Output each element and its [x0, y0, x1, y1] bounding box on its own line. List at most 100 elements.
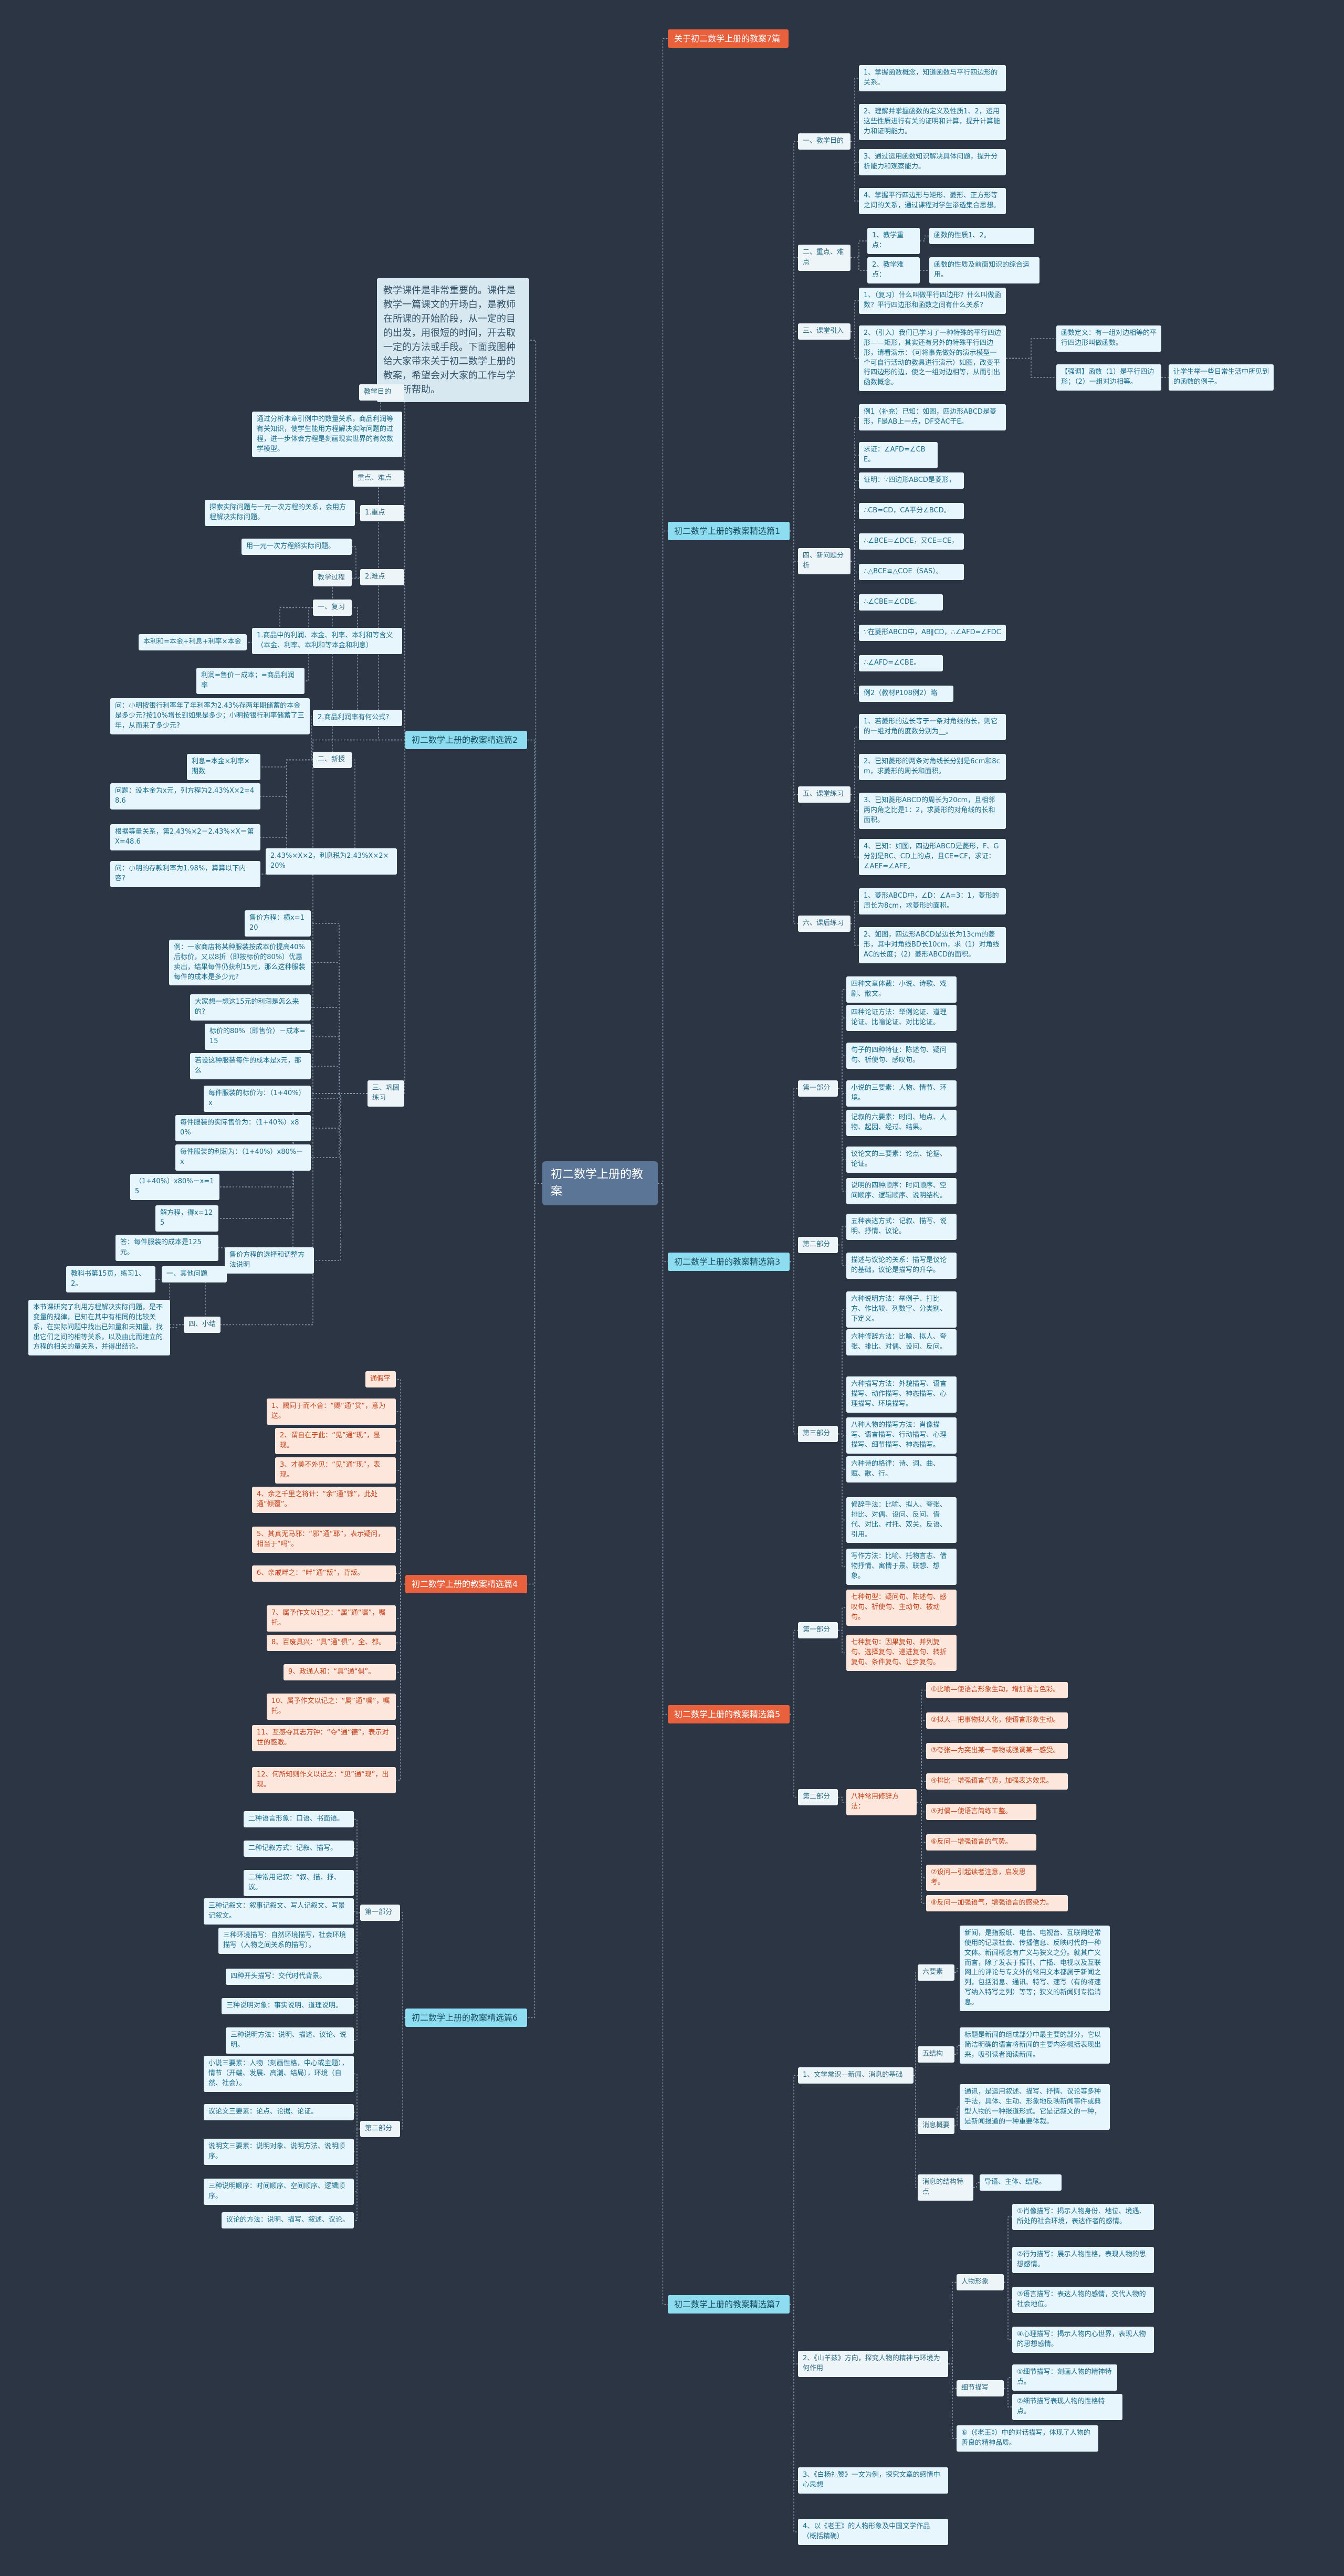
- connector: [838, 1088, 846, 1123]
- l4-item-3: 3、才美不外见：“见”通“现”，表现。: [275, 1457, 396, 1484]
- branch-lesson-5[interactable]: 初二数学上册的教案精选篇5: [668, 1705, 790, 1724]
- l3-part-2[interactable]: 第二部分: [798, 1237, 838, 1253]
- l6-part-2[interactable]: 第二部分: [360, 2121, 400, 2137]
- l5-p2-2: ②拟人—把事物拟人化，使语言形象生动。: [926, 1712, 1068, 1729]
- l4-head[interactable]: 通假字: [365, 1371, 396, 1387]
- l2-key-2[interactable]: 2.难点: [360, 569, 404, 585]
- l4-item-10: 10、属予作文以记之：“属”通“嘱”，嘱托。: [267, 1694, 396, 1720]
- connector: [527, 1183, 542, 2018]
- l6-part-1[interactable]: 第一部分: [360, 1905, 400, 1921]
- connector: [658, 1183, 668, 1715]
- root-node[interactable]: 初二数学上册的教案: [542, 1161, 658, 1205]
- l1-analysis[interactable]: 四、新问题分析: [798, 548, 850, 574]
- connector: [527, 739, 542, 1184]
- connector: [529, 340, 542, 1184]
- branch-lesson-1[interactable]: 初二数学上册的教案精选篇1: [668, 522, 790, 541]
- l7-essay[interactable]: 3、《白杨礼赞》一文为例，探究文章的感情中心思想: [798, 2467, 948, 2494]
- branch-lesson-4[interactable]: 初二数学上册的教案精选篇4: [405, 1575, 527, 1594]
- connector: [838, 1433, 846, 1568]
- l7-portrait[interactable]: 人物形象: [957, 2274, 1004, 2290]
- l5-p2-4: ④排比—增强语言气势，加强表达效果。: [926, 1773, 1068, 1790]
- branch-lesson-3[interactable]: 初二数学上册的教案精选篇3: [668, 1253, 790, 1271]
- l1-intro-stress: 【强调】函数（1）是平行四边形；（2）一组对边相等。: [1056, 364, 1161, 391]
- l5-p2-3: ③夸张—为突出某一事物或强调某一感受。: [926, 1743, 1068, 1759]
- l3-p1-3: 句子的四种特征：陈述句、疑问句、祈使句、感叹句。: [846, 1043, 957, 1069]
- branch-overview[interactable]: 关于初二数学上册的教案7篇: [668, 29, 789, 48]
- l2-key2-text: 用一元一次方程解实际问题。: [242, 539, 352, 555]
- l2-review-3: 利润=售价－成本；=商品利润率: [196, 668, 304, 694]
- connector: [1004, 2281, 1012, 2340]
- connector: [790, 1713, 798, 1798]
- l1-goal-4: 4、掌握平行四边形与矩形、菱形、正方形等之间的关系，通过课程对学生渗透集合思想。: [859, 188, 1006, 214]
- l1-key-1: 1、教学重点：: [867, 228, 920, 254]
- l7-more: ⑥（《老王》）中的对话描写，体现了人物的善良的精神品质。: [957, 2425, 1098, 2452]
- l1-after-1: 1、菱形ABCD中，∠D：∠A=3：1，菱形的周长为8cm，求菱形的面积。: [859, 888, 1006, 914]
- l7-detail-1: ①细节描写：刻画人物的精神特点。: [1012, 2364, 1117, 2391]
- l5-p2-7: ⑦设问—引起读者注意，启发思考。: [926, 1865, 1036, 1891]
- l2-consol-i: 答：每件服装的成本是125元。: [116, 1235, 218, 1261]
- l7-news-summary[interactable]: 消息概要: [918, 2118, 954, 2134]
- connector: [850, 121, 859, 142]
- connector: [1004, 2259, 1012, 2283]
- l7-news-five[interactable]: 五结构: [918, 2046, 954, 2063]
- connector: [404, 739, 405, 1094]
- l2-summary[interactable]: 四、小结: [184, 1317, 220, 1333]
- l2-consol-f: 每件服装的利润为：（1+40%）x80%－x: [175, 1144, 311, 1171]
- l3-part-1[interactable]: 第一部分: [798, 1080, 838, 1097]
- l7-character[interactable]: 2、《山羊兹》方向，探究人物的精神与环境为何作用: [798, 2351, 948, 2377]
- l2-goal[interactable]: 教学目的: [359, 384, 404, 401]
- l2-new-1: 问：小明按银行利率年了年利率为2.43%存两年期储蓄的本金是多少元?按10%增长…: [110, 698, 310, 734]
- l2-new-4: 根据等量关系，第2.43%×2－2.43%×X＝第X=48.6: [110, 824, 260, 850]
- connector: [354, 2111, 360, 2130]
- l2-key-1[interactable]: 1.重点: [360, 505, 404, 521]
- l7-news-struct[interactable]: 消息的结构特点: [918, 2174, 973, 2201]
- l2-process[interactable]: 教学过程: [313, 570, 352, 586]
- l2-consol-h: 解方程，得x=125: [155, 1205, 218, 1232]
- l7-news-six[interactable]: 六要素: [918, 1964, 954, 1981]
- branch-lesson-6[interactable]: 初二数学上册的教案精选篇6: [405, 2009, 527, 2027]
- l2-consolidate[interactable]: 三、巩固练习: [368, 1080, 404, 1107]
- l5-part-2[interactable]: 第二部分: [798, 1789, 838, 1805]
- connector: [850, 78, 859, 142]
- l7-news[interactable]: 1、文学常识—新闻、消息的基础: [798, 2067, 914, 2084]
- connector: [1006, 358, 1056, 378]
- l5-p2-1: ①比喻—使语言形象生动，增加语言色彩。: [926, 1682, 1068, 1698]
- connector: [304, 607, 313, 681]
- connector: [790, 1088, 798, 1263]
- l2-new[interactable]: 二、新授: [313, 752, 352, 768]
- l2-review[interactable]: 一、复习: [313, 600, 352, 616]
- l7-detail[interactable]: 细节描写: [957, 2380, 1004, 2396]
- l1-practice[interactable]: 五、课堂练习: [798, 786, 850, 803]
- connector: [838, 1433, 846, 1436]
- connector: [838, 1629, 846, 1654]
- l1-keys[interactable]: 二、重点、难点: [798, 245, 850, 271]
- connector: [396, 1583, 405, 1739]
- connector: [850, 561, 859, 664]
- l2-keys[interactable]: 重点、难点: [353, 470, 404, 487]
- l1-goal-2: 2、理解并掌握函数的定义及性质1、2，运用这些性质进行有关的证明和计算，提升计算…: [859, 104, 1006, 140]
- l1-goals[interactable]: 一、教学目的: [798, 133, 850, 150]
- l6-p2-1: 小说三要素：人物（刻画性格，中心或主题），情节（开端、发展、高潮、结局），环境（…: [204, 2056, 354, 2092]
- l1-after[interactable]: 六、课后练习: [798, 916, 850, 932]
- l1-intro-1: 1、（复习）什么叫做平行四边形？什么叫做函数？平行四边形和函数之间有什么关系？: [859, 288, 1006, 314]
- l2-sum-3: 本节课研究了利用方程解决实际问题，是不变量的规律，已知在其中有相同的比较关系，在…: [28, 1300, 170, 1356]
- l2-consol-c: 若设这种服装每件的成本是x元，那么: [190, 1053, 311, 1079]
- l3-part-3[interactable]: 第三部分: [798, 1426, 838, 1442]
- l6-p1-1: 二种语言形象：口语、书面语。: [244, 1811, 354, 1827]
- l3-p3-5: 六种诗的格律：诗、词、曲、赋、歌、行。: [846, 1456, 957, 1482]
- connector: [260, 759, 313, 875]
- connector: [948, 2281, 957, 2364]
- l3-p2-1: 五种表达方式：记叙、描写、说明、抒情、议论。: [846, 1214, 957, 1240]
- l5-p2-head[interactable]: 八种常用修辞方法：: [846, 1789, 917, 1815]
- l2-consol-b: 标价的80%（即售价）－成本=15: [205, 1024, 311, 1050]
- l1-key-2: 2、教学难点：: [867, 257, 920, 283]
- l1-intro[interactable]: 三、课堂引入: [798, 323, 850, 340]
- connector: [790, 530, 798, 924]
- branch-lesson-2[interactable]: 初二数学上册的教案精选篇2: [405, 731, 527, 750]
- branch-lesson-7[interactable]: 初二数学上册的教案精选篇7: [668, 2295, 790, 2314]
- connector: [404, 478, 405, 741]
- l6-p1-3: 二种常用记叙：“叙、描、抒、议。: [244, 1870, 354, 1896]
- l7-laowang[interactable]: 4、以《老王》的人物形象及中国文学作品（概括精确）: [798, 2519, 948, 2545]
- connector: [838, 1394, 846, 1435]
- l5-part-1[interactable]: 第一部分: [798, 1622, 838, 1638]
